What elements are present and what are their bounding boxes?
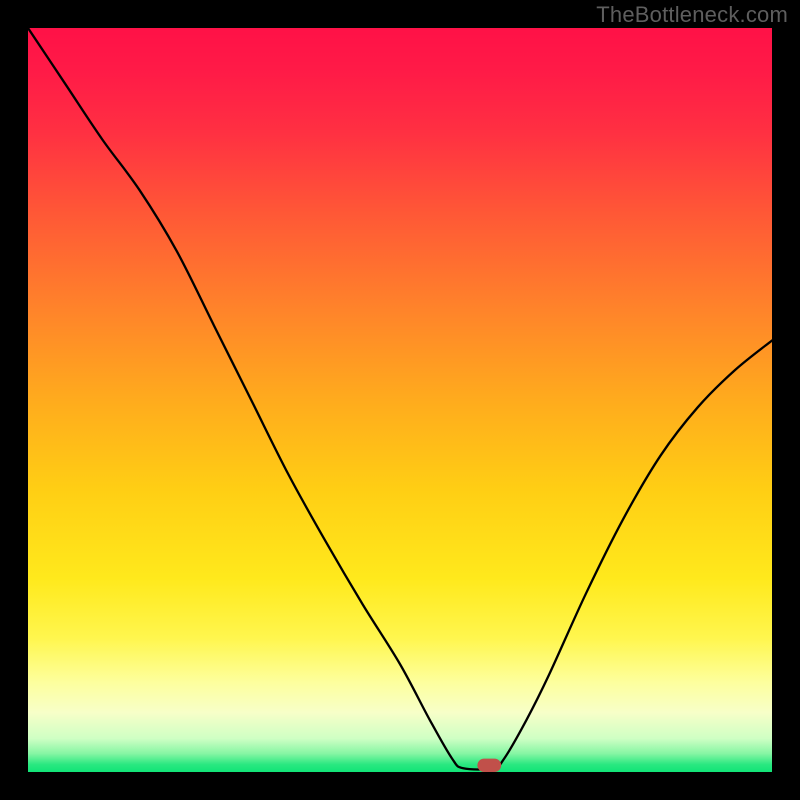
figure-container: TheBottleneck.com: [0, 0, 800, 800]
plot-area: [28, 28, 772, 772]
gradient-background: [28, 28, 772, 772]
watermark-text: TheBottleneck.com: [596, 2, 788, 28]
bottleneck-chart: [28, 28, 772, 772]
optimal-point-marker: [477, 759, 501, 772]
